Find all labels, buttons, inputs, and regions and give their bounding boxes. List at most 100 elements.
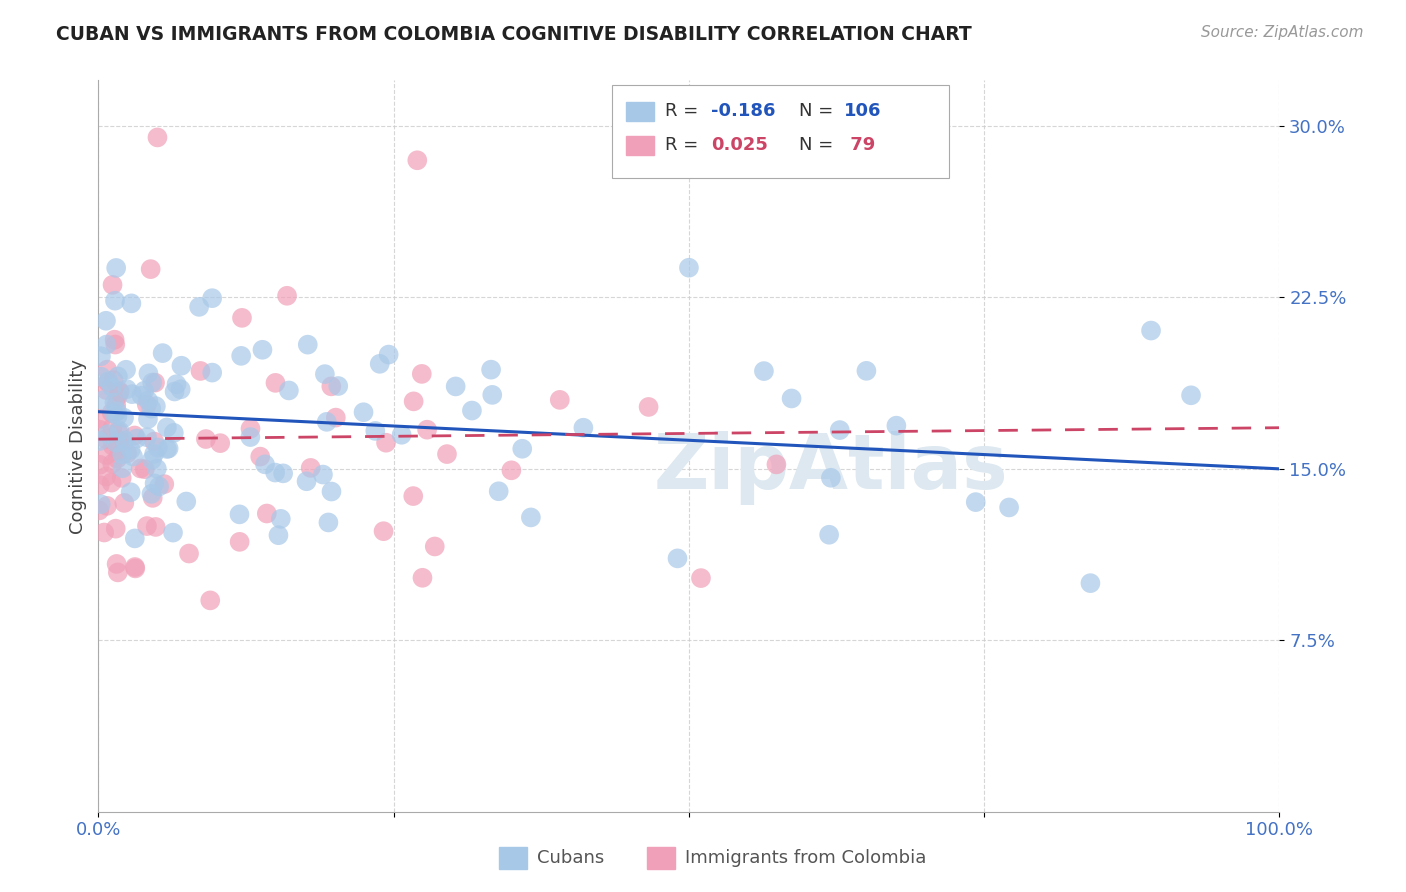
Point xyxy=(299,461,322,475)
Point xyxy=(89,423,111,437)
Point xyxy=(780,392,803,406)
Point xyxy=(111,461,134,475)
Point xyxy=(765,458,787,472)
Point xyxy=(264,376,287,390)
Point xyxy=(276,289,298,303)
Point xyxy=(228,534,250,549)
Point xyxy=(510,442,533,456)
Point xyxy=(201,366,224,380)
Point xyxy=(107,409,129,424)
Point xyxy=(136,519,159,533)
Point xyxy=(416,423,439,437)
Point xyxy=(112,410,135,425)
Point xyxy=(252,343,274,357)
Point xyxy=(481,388,503,402)
Point xyxy=(373,524,395,539)
Point xyxy=(231,310,253,325)
Point xyxy=(143,476,166,491)
Point xyxy=(121,387,143,401)
Text: 0.025: 0.025 xyxy=(711,136,768,154)
Point xyxy=(91,393,114,408)
Point xyxy=(97,374,120,388)
Point xyxy=(108,385,131,400)
Point xyxy=(107,566,129,580)
Point xyxy=(135,398,157,412)
Point xyxy=(312,467,335,482)
Point xyxy=(752,364,775,378)
Point xyxy=(110,434,132,449)
Point xyxy=(105,260,128,275)
Point xyxy=(105,557,128,571)
Point xyxy=(143,447,166,461)
Point xyxy=(152,346,174,360)
Point xyxy=(136,393,159,408)
Point xyxy=(112,496,135,510)
Point xyxy=(209,436,232,450)
Point xyxy=(321,379,343,393)
Text: R =: R = xyxy=(665,103,704,120)
Point xyxy=(177,547,200,561)
Point xyxy=(136,412,159,426)
Point xyxy=(107,369,129,384)
Point xyxy=(998,500,1021,515)
Point xyxy=(461,403,484,417)
Point xyxy=(134,384,156,398)
Point xyxy=(1080,576,1102,591)
Point xyxy=(96,362,118,376)
Point xyxy=(108,444,131,458)
Text: Immigrants from Colombia: Immigrants from Colombia xyxy=(685,849,927,867)
Point xyxy=(364,424,387,438)
Point xyxy=(105,404,128,418)
Point xyxy=(108,424,131,438)
Point xyxy=(143,434,166,449)
Point xyxy=(353,405,375,419)
Point xyxy=(886,418,908,433)
Point xyxy=(253,458,276,472)
Text: -0.186: -0.186 xyxy=(711,103,776,120)
Point xyxy=(190,364,212,378)
Text: N =: N = xyxy=(799,136,838,154)
Point xyxy=(666,551,689,566)
Point xyxy=(479,362,502,376)
Point xyxy=(111,471,134,485)
Point xyxy=(488,484,510,499)
Point xyxy=(120,485,142,500)
Point xyxy=(411,367,433,381)
Point xyxy=(101,457,124,471)
Text: R =: R = xyxy=(665,136,704,154)
Point xyxy=(163,384,186,399)
Point xyxy=(690,571,713,585)
Point xyxy=(314,367,336,381)
Point xyxy=(368,357,391,371)
Point xyxy=(820,471,842,485)
Point xyxy=(134,462,156,476)
Point xyxy=(114,434,136,448)
Point xyxy=(146,441,169,455)
Point xyxy=(96,448,118,462)
Point xyxy=(97,427,120,442)
Point xyxy=(97,376,120,390)
Point xyxy=(157,442,180,456)
Point xyxy=(678,260,700,275)
Point xyxy=(101,421,124,435)
Point xyxy=(548,392,571,407)
Point xyxy=(94,314,117,328)
Point xyxy=(828,423,851,437)
Point xyxy=(965,495,987,509)
Point xyxy=(111,447,134,461)
Point xyxy=(818,527,841,541)
Point xyxy=(377,347,399,361)
Point xyxy=(90,497,112,511)
Point xyxy=(89,503,111,517)
Point xyxy=(188,300,211,314)
Point xyxy=(201,291,224,305)
Point xyxy=(141,376,163,390)
Point xyxy=(166,377,188,392)
Point xyxy=(124,532,146,546)
Point xyxy=(142,491,165,505)
Point xyxy=(105,451,128,466)
Point xyxy=(96,499,118,513)
Point xyxy=(194,432,217,446)
Point xyxy=(637,400,659,414)
Point xyxy=(105,435,128,450)
